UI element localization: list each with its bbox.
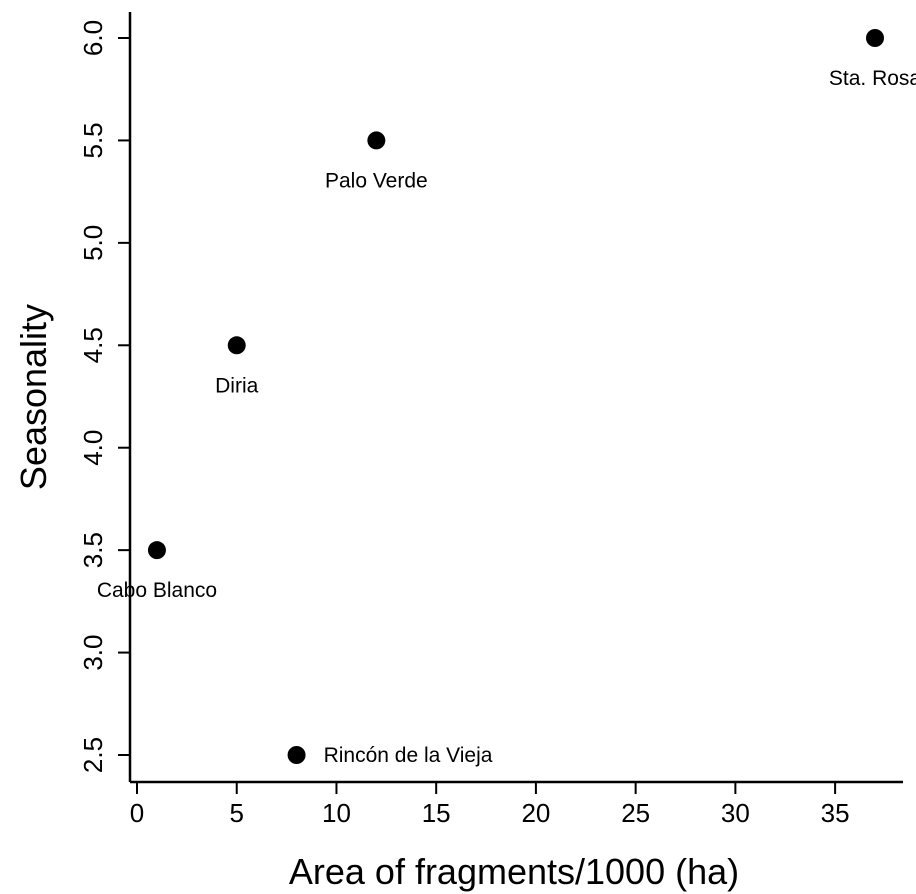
x-tick-label: 30 [721,798,750,828]
data-point-label: Palo Verde [325,169,428,192]
y-tick-label: 5.5 [78,122,108,158]
y-axis: 2.5 3.0 3.5 4.0 4.5 5.0 5.5 6.0 [78,12,132,782]
y-tick-label: 3.0 [78,634,108,670]
x-axis: 0 5 10 15 20 25 30 35 [130,780,903,828]
x-tick-label: 10 [322,798,351,828]
data-point [287,746,306,764]
x-tick-label: 25 [621,798,650,828]
x-axis-title: Area of fragments/1000 (ha) [289,851,739,892]
data-point-label: Sta. Rosa [829,67,916,90]
data-point [367,131,386,150]
y-tick-label: 4.0 [78,430,108,466]
x-tick-label: 15 [422,798,451,828]
data-points: Sta. Rosa Palo Verde Diria Cabo Blanco Rincó… [97,29,916,767]
y-tick-label: 3.5 [78,532,108,568]
y-tick-label: 6.0 [78,20,108,56]
data-point [866,29,884,47]
y-tick-label: 4.5 [78,327,108,363]
data-point-label: Rincón de la Vieja [324,744,493,767]
y-axis-title: Seasonality [13,304,54,490]
y-tick-label: 5.0 [78,225,108,261]
y-tick-label: 2.5 [78,737,108,773]
x-tick-label: 20 [521,798,550,828]
data-point [147,541,166,560]
x-tick-label: 35 [821,798,850,828]
data-point-label: Diria [215,374,258,397]
data-point [227,336,246,355]
data-point-label: Cabo Blanco [97,579,217,602]
x-tick-label: 0 [130,798,144,828]
x-tick-label: 5 [229,798,243,828]
